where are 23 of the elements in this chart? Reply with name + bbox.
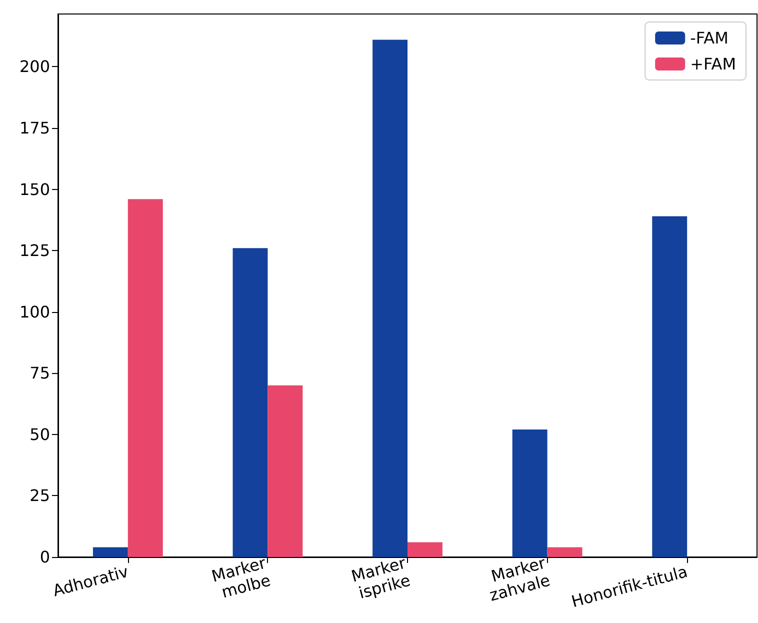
bar	[547, 547, 582, 557]
y-tick-label: 175	[19, 118, 50, 138]
x-tick-label: Marker isprike	[349, 553, 412, 602]
bar	[408, 542, 442, 557]
legend-label: -FAM	[690, 28, 728, 48]
y-tick-label: 0	[40, 548, 50, 566]
bar	[92, 547, 128, 557]
y-tick-label: 50	[30, 424, 50, 444]
y-tick-label: 100	[19, 302, 50, 322]
x-tick-label: Marker molbe	[209, 553, 272, 602]
y-tick-label: 75	[30, 364, 50, 383]
y-tick-label: 125	[19, 241, 50, 260]
y-tick-label: 150	[19, 180, 50, 199]
bar	[652, 216, 688, 557]
y-tick-label: 25	[30, 486, 50, 506]
bar	[372, 40, 408, 557]
legend-label: +FAM	[690, 54, 736, 74]
x-tick-label: Marker zahvale	[487, 553, 552, 605]
bar	[128, 199, 163, 557]
bar	[268, 385, 303, 557]
bar	[232, 248, 268, 557]
bar	[512, 430, 548, 557]
y-tick-label: 200	[19, 57, 50, 76]
